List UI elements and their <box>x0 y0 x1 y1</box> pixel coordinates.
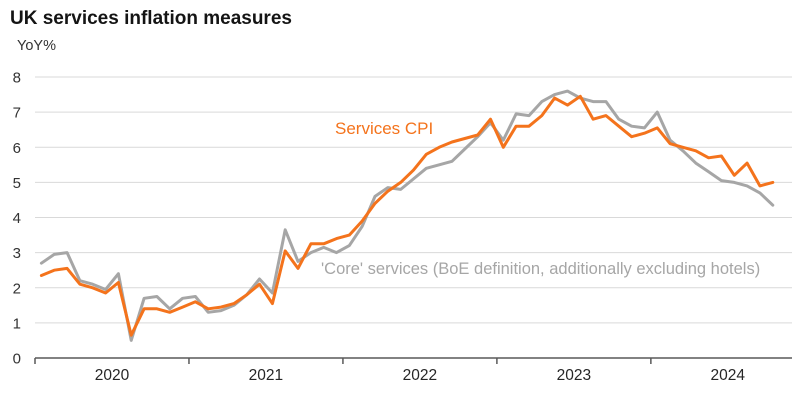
gridlines-group <box>35 76 792 324</box>
y-tick-label: 4 <box>13 210 21 227</box>
series-line-services-cpi <box>39 94 775 337</box>
y-tick-label: 1 <box>13 315 21 332</box>
chart-title: UK services inflation measures <box>10 8 292 29</box>
y-axis-unit-label: YoY% <box>17 38 56 54</box>
series-group <box>39 89 775 342</box>
series-label: 'Core' services (BoE definition, additio… <box>321 260 760 278</box>
series-label: Services CPI <box>335 119 433 138</box>
x-axis-group: 2020 2021 2022 2023 2024 <box>34 357 792 384</box>
x-tick-label: 2022 <box>403 367 437 384</box>
x-tick-label: 2020 <box>95 367 130 384</box>
x-tick-label: 2021 <box>249 367 283 384</box>
y-tick-label: 8 <box>13 70 21 87</box>
y-tick-label: 3 <box>13 245 21 262</box>
y-axis-group: 0 1 2 3 4 5 6 7 8 <box>13 70 21 368</box>
annotations-group: Services CPI 'Core' services (BoE definit… <box>321 119 760 278</box>
y-tick-label: 0 <box>13 351 21 368</box>
series-line-core-services-boe-definition-additionally-excluding-hotels <box>39 89 775 342</box>
y-tick-label: 6 <box>13 140 21 157</box>
x-tick-label: 2023 <box>557 367 591 384</box>
x-tick-label: 2024 <box>711 367 746 384</box>
y-tick-label: 5 <box>13 175 21 192</box>
y-tick-label: 2 <box>13 280 21 297</box>
y-tick-label: 7 <box>13 105 21 122</box>
